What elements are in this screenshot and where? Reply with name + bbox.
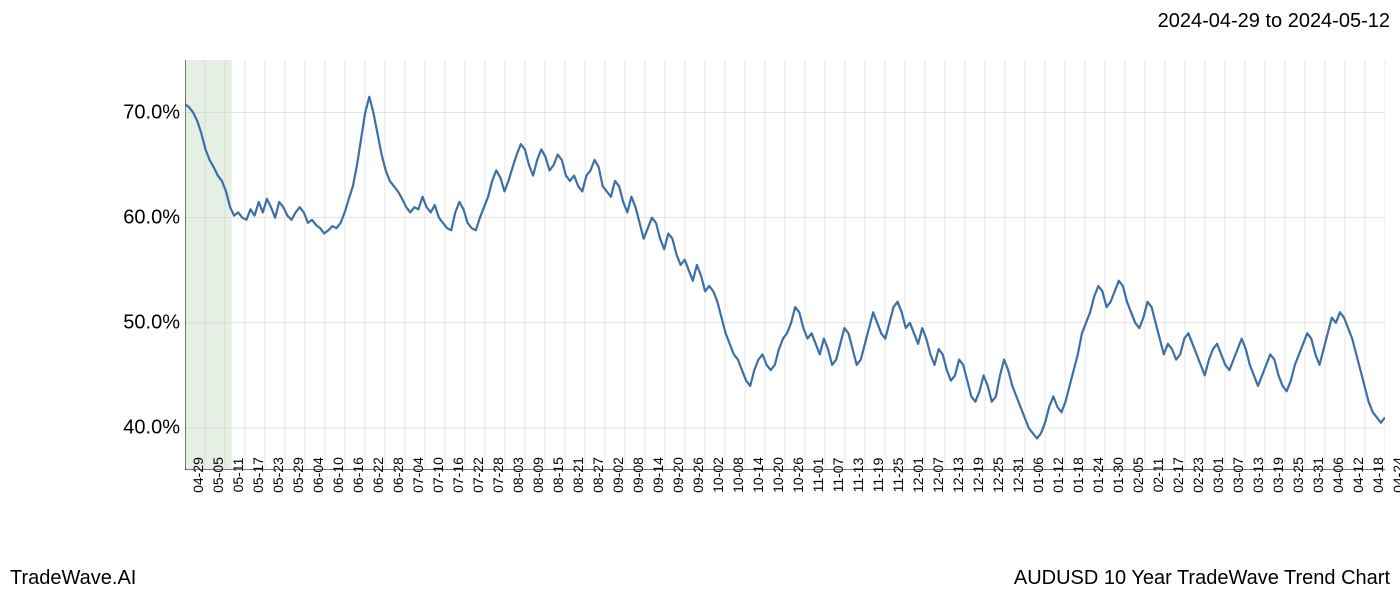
- x-tick-label: 06-04: [310, 457, 326, 493]
- x-tick-label: 12-01: [910, 457, 926, 493]
- x-tick-label: 06-28: [390, 457, 406, 493]
- x-tick-label: 05-05: [210, 457, 226, 493]
- y-tick-label: 70.0%: [123, 101, 180, 124]
- x-tick-label: 02-17: [1170, 457, 1186, 493]
- x-tick-label: 09-26: [690, 457, 706, 493]
- x-tick-label: 05-29: [290, 457, 306, 493]
- x-tick-label: 04-12: [1350, 457, 1366, 493]
- x-tick-label: 07-04: [410, 457, 426, 493]
- x-tick-label: 03-01: [1210, 457, 1226, 493]
- x-tick-label: 06-22: [370, 457, 386, 493]
- x-tick-label: 12-07: [930, 457, 946, 493]
- x-tick-label: 11-19: [870, 458, 886, 493]
- footer-brand: TradeWave.AI: [10, 567, 136, 590]
- x-tick-label: 07-28: [490, 457, 506, 493]
- x-tick-label: 12-13: [950, 457, 966, 493]
- x-tick-label: 06-16: [350, 457, 366, 493]
- x-tick-label: 06-10: [330, 457, 346, 493]
- x-tick-label: 03-25: [1290, 457, 1306, 493]
- x-tick-label: 12-31: [1010, 457, 1026, 493]
- x-tick-label: 08-27: [590, 457, 606, 493]
- x-tick-label: 01-12: [1050, 457, 1066, 493]
- x-tick-label: 10-08: [730, 457, 746, 493]
- x-tick-label: 04-18: [1370, 457, 1386, 493]
- x-tick-label: 02-11: [1150, 458, 1166, 493]
- x-tick-label: 01-30: [1110, 457, 1126, 493]
- x-tick-label: 04-29: [190, 457, 206, 493]
- x-tick-label: 09-14: [650, 457, 666, 493]
- x-tick-label: 04-06: [1330, 457, 1346, 493]
- x-tick-label: 11-07: [830, 458, 846, 493]
- x-tick-label: 09-02: [610, 457, 626, 493]
- x-tick-label: 08-03: [510, 457, 526, 493]
- x-tick-label: 10-20: [770, 457, 786, 493]
- x-tick-label: 03-19: [1270, 457, 1286, 493]
- x-tick-label: 07-10: [430, 457, 446, 493]
- x-tick-label: 01-24: [1090, 457, 1106, 493]
- x-tick-label: 10-14: [750, 457, 766, 493]
- x-tick-label: 09-20: [670, 457, 686, 493]
- x-tick-label: 05-17: [250, 457, 266, 493]
- x-tick-label: 11-25: [890, 458, 906, 493]
- x-tick-label: 05-11: [230, 458, 246, 493]
- x-tick-label: 11-01: [810, 458, 826, 493]
- x-tick-label: 12-25: [990, 457, 1006, 493]
- x-tick-label: 10-26: [790, 457, 806, 493]
- x-tick-label: 07-16: [450, 457, 466, 493]
- x-tick-label: 08-15: [550, 457, 566, 493]
- x-tick-label: 03-07: [1230, 457, 1246, 493]
- trend-chart: [185, 60, 1385, 470]
- x-tick-label: 03-13: [1250, 457, 1266, 493]
- footer-chart-title: AUDUSD 10 Year TradeWave Trend Chart: [1014, 567, 1390, 590]
- y-tick-label: 40.0%: [123, 416, 180, 439]
- x-tick-label: 10-02: [710, 457, 726, 493]
- x-tick-label: 12-19: [970, 457, 986, 493]
- x-tick-label: 09-08: [630, 457, 646, 493]
- x-tick-label: 02-05: [1130, 457, 1146, 493]
- x-tick-label: 04-24: [1390, 457, 1400, 493]
- x-tick-label: 01-06: [1030, 457, 1046, 493]
- x-tick-label: 02-23: [1190, 457, 1206, 493]
- x-tick-label: 11-13: [850, 458, 866, 493]
- y-tick-label: 60.0%: [123, 206, 180, 229]
- x-tick-label: 01-18: [1070, 457, 1086, 493]
- x-tick-label: 08-09: [530, 457, 546, 493]
- x-tick-label: 03-31: [1310, 457, 1326, 493]
- x-tick-label: 05-23: [270, 457, 286, 493]
- chart-container: [185, 60, 1385, 470]
- x-tick-label: 08-21: [570, 457, 586, 493]
- date-range-label: 2024-04-29 to 2024-05-12: [1158, 10, 1390, 33]
- x-tick-label: 07-22: [470, 457, 486, 493]
- y-tick-label: 50.0%: [123, 311, 180, 334]
